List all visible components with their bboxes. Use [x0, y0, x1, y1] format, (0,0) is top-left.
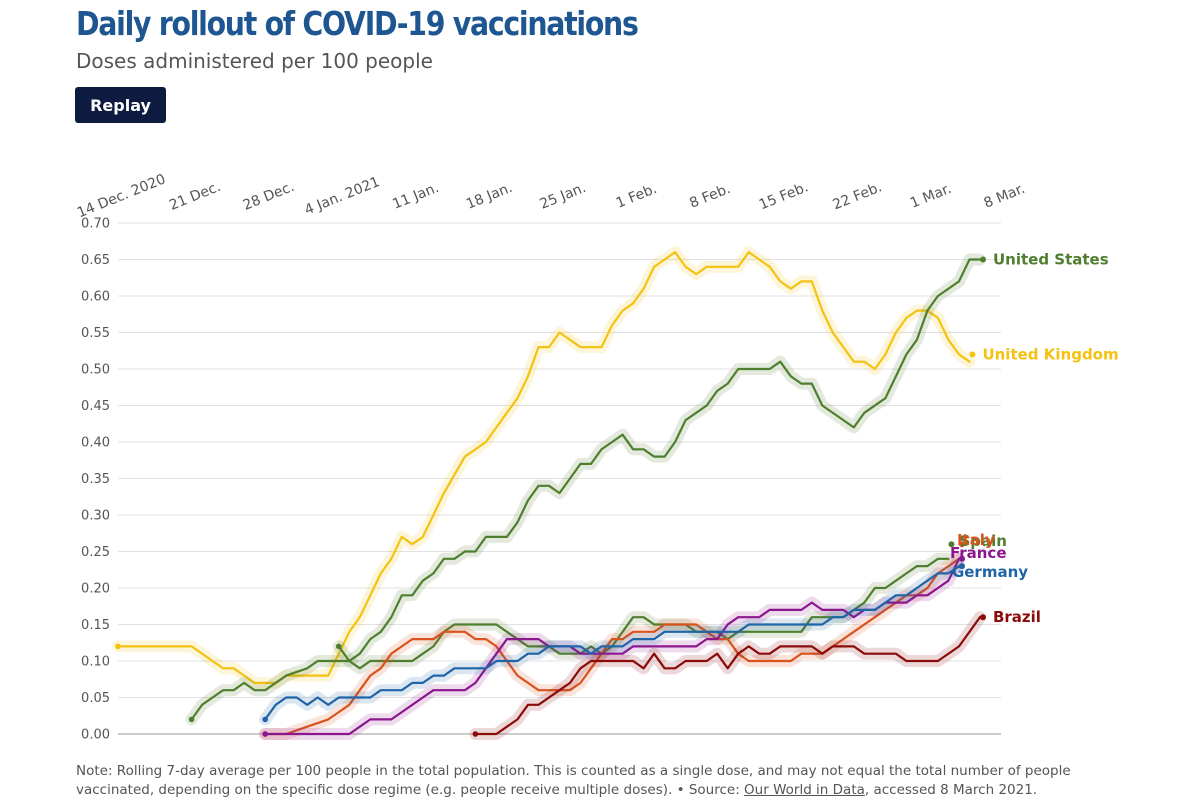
source-link[interactable]: Our World in Data: [744, 782, 865, 798]
series-end-dot-brazil: [979, 614, 986, 621]
series-end-dot-france: [958, 555, 965, 562]
x-tick-label: 4 Jan. 2021: [302, 174, 382, 219]
series-line-united-states[interactable]: [190, 258, 982, 721]
y-tick-label: 0.00: [81, 728, 110, 743]
series-start-dot-united-kingdom: [115, 643, 121, 650]
line-chart: 0.00 0.05 0.10 0.15 0.20 0.25 0.30 0.35 0.40 0.45…: [75, 171, 1119, 743]
x-tick-label: 28 Dec.: [241, 179, 297, 214]
y-tick-label: 0.40: [81, 436, 110, 451]
series-start-dot-germany: [262, 716, 268, 723]
series-start-dot-united-states: [188, 716, 195, 723]
series-label-spain: Spain: [959, 532, 1006, 550]
series-end-dot-united-states: [979, 256, 986, 263]
y-tick-label: 0.70: [81, 217, 110, 232]
gridlines: [118, 222, 1001, 735]
y-tick-label: 0.05: [81, 691, 110, 706]
y-tick-label: 0.35: [81, 472, 110, 487]
series-label-germany: Germany: [952, 563, 1028, 581]
series-line-brazil[interactable]: [474, 616, 982, 736]
note-text: Note: Rolling 7-day average per 100 peop…: [76, 763, 1071, 798]
x-tick-label: 1 Feb.: [614, 181, 660, 212]
y-tick-label: 0.65: [81, 253, 110, 268]
x-tick-label: 25 Jan.: [538, 180, 589, 213]
y-tick-label: 0.60: [81, 290, 110, 305]
y-tick-label: 0.50: [81, 363, 110, 378]
y-tick-label: 0.10: [81, 655, 110, 670]
series-line-germany[interactable]: [264, 564, 961, 721]
x-tick-label: 11 Jan.: [390, 180, 441, 213]
x-tick-label: 1 Mar.: [908, 181, 954, 212]
series-labels: United Kingdom United States SpainItalyFra…: [950, 251, 1119, 627]
y-tick-label: 0.55: [81, 326, 110, 341]
series-end-dot-spain: [948, 541, 955, 548]
series-start-dot-spain: [335, 643, 342, 650]
series-start-dot-brazil: [472, 731, 479, 737]
series-label-united-states: United States: [993, 251, 1109, 269]
series-label-brazil: Brazil: [993, 608, 1041, 626]
series-start-dot-france: [262, 731, 268, 737]
series-end-dot-italy: [958, 541, 965, 548]
series-label-united-kingdom: United Kingdom: [982, 345, 1118, 363]
y-tick-label: 0.15: [81, 618, 110, 633]
series-line-france[interactable]: [264, 557, 961, 736]
x-tick-label: 14 Dec. 2020: [75, 171, 168, 221]
x-tick-label: 8 Feb.: [687, 181, 733, 212]
x-tick-label: 21 Dec.: [167, 179, 223, 214]
series-line-united-kingdom[interactable]: [116, 251, 971, 685]
y-axis-ticks: 0.00 0.05 0.10 0.15 0.20 0.25 0.30 0.35 0.40 0.45…: [81, 217, 110, 743]
y-tick-label: 0.45: [81, 399, 110, 414]
series-line-italy[interactable]: [264, 557, 961, 736]
chart-title: Daily rollout of COVID-19 vaccinations: [76, 4, 639, 43]
y-tick-label: 0.20: [81, 582, 110, 597]
footnote: Note: Rolling 7-day average per 100 peop…: [76, 762, 1146, 800]
series-lines: [112, 246, 986, 740]
series-label-italy: Italy: [957, 531, 995, 549]
series-end-dot-germany: [958, 563, 965, 570]
x-tick-label: 22 Feb.: [830, 179, 884, 213]
y-tick-label: 0.30: [81, 509, 110, 524]
x-tick-label: 18 Jan.: [464, 180, 515, 213]
x-tick-label: 8 Mar.: [982, 181, 1028, 212]
chart-subtitle: Doses administered per 100 people: [76, 49, 433, 73]
note-suffix: , accessed 8 March 2021.: [864, 782, 1038, 798]
x-tick-label: 15 Feb.: [757, 179, 811, 213]
series-end-dot-united-kingdom: [969, 351, 976, 358]
series-label-france: France: [950, 544, 1007, 562]
y-tick-label: 0.25: [81, 545, 110, 560]
replay-button[interactable]: Replay: [75, 87, 166, 123]
x-axis-ticks: 14 Dec. 2020 21 Dec. 28 Dec. 4 Jan. 2021 11 …: [75, 171, 1027, 221]
